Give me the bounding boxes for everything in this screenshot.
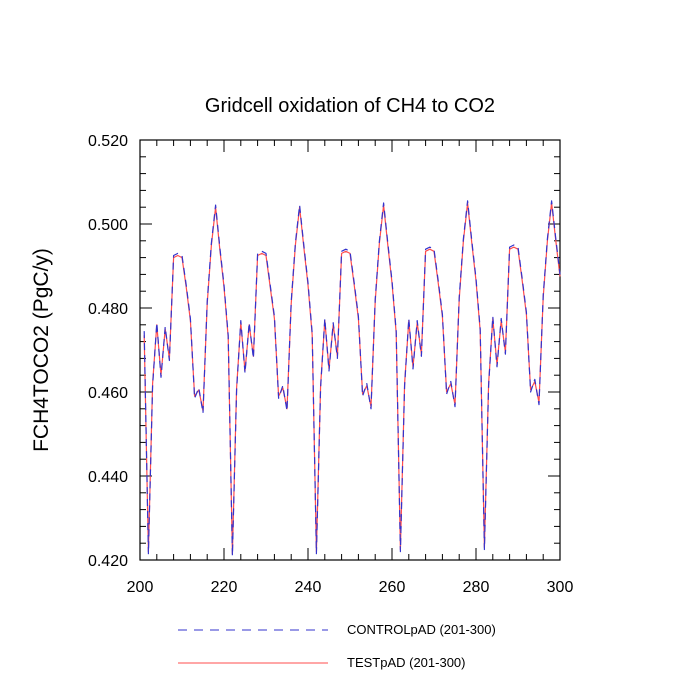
y-tick-label: 0.480: [88, 301, 128, 318]
x-tick-label: 300: [547, 579, 574, 596]
legend-label-control: CONTROLpAD (201-300): [347, 622, 496, 637]
x-tick-label: 280: [463, 579, 490, 596]
series-line-test: [143, 202, 561, 555]
y-tick-label: 0.420: [88, 553, 128, 570]
x-tick-label: 220: [211, 579, 238, 596]
plot-frame: [139, 139, 561, 561]
x-tick-label: 260: [379, 579, 406, 596]
series-layer: [143, 200, 561, 557]
x-tick-label: 200: [127, 579, 154, 596]
y-tick-label: 0.520: [88, 133, 128, 150]
x-tick-label: 240: [295, 579, 322, 596]
series-line-control: [143, 200, 561, 557]
legend: CONTROLpAD (201-300) TESTpAD (201-300): [178, 622, 496, 670]
y-axis-label: FCH4TOCO2 (PgC/y): [30, 248, 53, 452]
y-tick-label: 0.500: [88, 217, 128, 234]
plot-border: [139, 139, 561, 561]
y-tick-label: 0.460: [88, 385, 128, 402]
y-tick-label: 0.440: [88, 469, 128, 486]
legend-label-test: TESTpAD (201-300): [347, 655, 466, 670]
x-axis: 200 220 240 260 280 300: [127, 140, 574, 596]
chart-title: Gridcell oxidation of CH4 to CO2: [205, 95, 495, 117]
y-axis: 0.420 0.440 0.460 0.480 0.500 0.520: [88, 133, 560, 570]
